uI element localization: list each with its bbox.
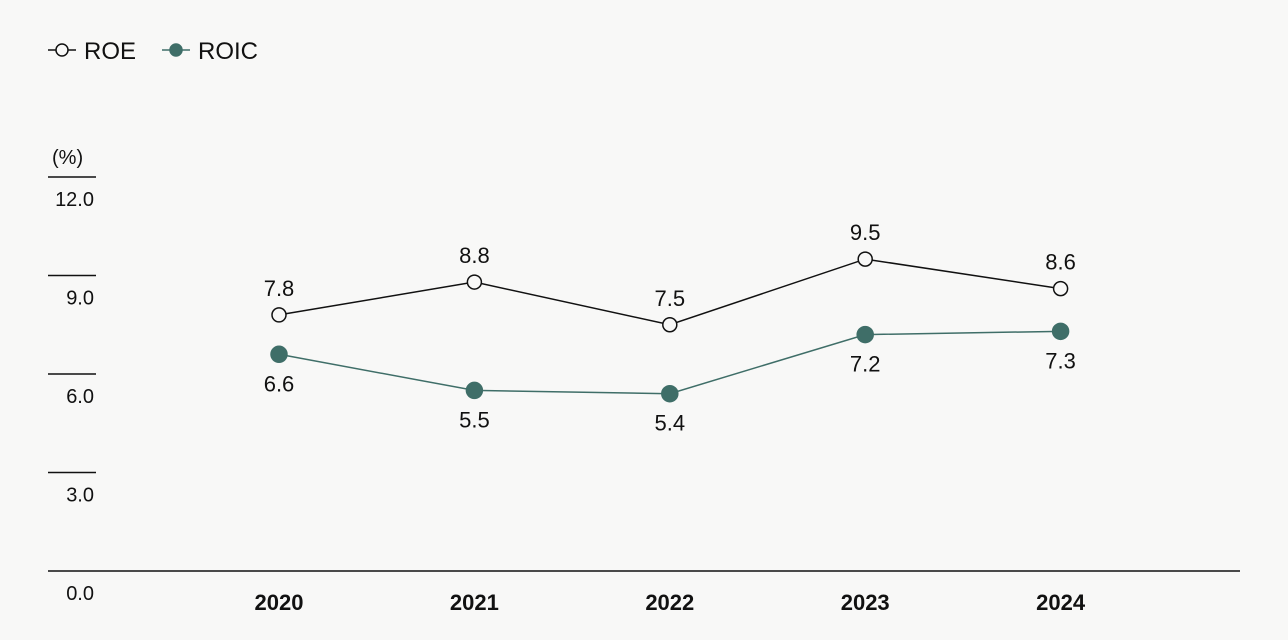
legend-roe-marker-icon — [55, 43, 69, 57]
data-label-roe: 7.5 — [655, 286, 686, 311]
data-label-roic: 7.3 — [1045, 348, 1076, 373]
data-point-roe — [857, 251, 873, 267]
data-label-roe: 7.8 — [264, 276, 295, 301]
x-tick-label: 2023 — [841, 590, 890, 615]
legend-item-roe: ROE — [48, 38, 136, 65]
data-label-roic: 7.2 — [850, 352, 881, 377]
data-point-roic — [270, 345, 288, 364]
data-label-roic: 5.5 — [459, 407, 490, 432]
x-tick-label: 2020 — [255, 590, 304, 615]
data-label-roe: 9.5 — [850, 220, 881, 245]
series-layer: 7.8 8.8 7.5 9.5 8.6 6.6 5.5 5.4 7.2 7.3 — [264, 220, 1076, 436]
y-tick-label: 0.0 — [66, 583, 94, 605]
x-axis: 2020 2021 2022 2023 2024 — [255, 590, 1086, 615]
data-point-roic — [465, 381, 484, 400]
legend-item-roic: ROIC — [162, 38, 258, 65]
legend-roic-label: ROIC — [198, 38, 258, 65]
data-label-roic: 6.6 — [264, 371, 295, 396]
x-tick-label: 2024 — [1036, 590, 1086, 615]
y-tick-label: 12.0 — [55, 189, 94, 211]
data-point-roe — [271, 307, 287, 323]
legend-roe-label: ROE — [84, 38, 136, 65]
y-tick-label: 6.0 — [66, 386, 94, 408]
x-tick-label: 2021 — [450, 590, 499, 615]
data-point-roe — [662, 317, 678, 333]
data-point-roic — [856, 325, 874, 344]
data-point-roic — [661, 384, 679, 403]
y-axis: 12.0 9.0 6.0 3.0 0.0 — [48, 176, 1240, 605]
data-label-roe: 8.8 — [459, 243, 490, 268]
data-point-roe — [466, 274, 483, 290]
y-axis-unit-label: (%) — [52, 147, 83, 169]
legend: ROE ROIC — [48, 38, 258, 65]
x-tick-label: 2022 — [645, 590, 694, 615]
data-label-roic: 5.4 — [655, 411, 686, 436]
y-tick-label: 9.0 — [66, 288, 94, 310]
data-label-roe: 8.6 — [1045, 250, 1076, 275]
series-line-roic — [278, 330, 1061, 395]
data-point-roe — [1052, 280, 1069, 297]
data-point-roic — [1051, 322, 1070, 341]
y-tick-label: 3.0 — [66, 485, 94, 507]
legend-roic-marker-icon — [169, 43, 183, 57]
